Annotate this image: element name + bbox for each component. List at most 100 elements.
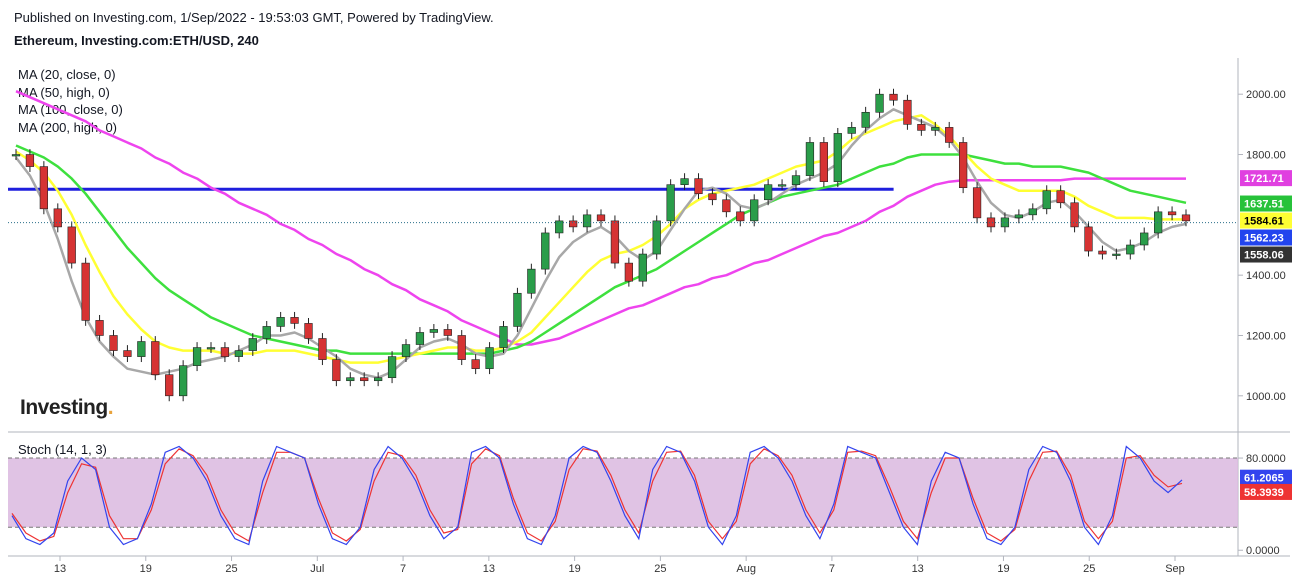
stoch-value-label: 61.2065 xyxy=(1244,473,1284,485)
series-ma100 xyxy=(15,144,1187,355)
logo-text: Investing xyxy=(20,396,108,419)
candle-body xyxy=(680,178,689,185)
candle-body xyxy=(569,220,578,228)
candle-body xyxy=(262,326,271,339)
candle-body xyxy=(722,199,731,213)
candle-body xyxy=(374,377,383,382)
candle-body xyxy=(889,93,898,101)
candle-body xyxy=(833,133,842,182)
candle-body xyxy=(555,220,564,234)
candle-body xyxy=(638,253,647,282)
candle-body xyxy=(1070,202,1079,228)
candle-body xyxy=(415,332,425,345)
legend-ma20: MA (20, close, 0) xyxy=(18,67,116,82)
candle-body xyxy=(485,347,494,369)
candle-body xyxy=(192,347,202,366)
candle-body xyxy=(220,347,230,357)
candle-body xyxy=(736,211,745,222)
candle-body xyxy=(764,184,773,201)
logo-dot-icon: . xyxy=(107,396,114,419)
candle-body xyxy=(624,262,633,282)
candle-body xyxy=(360,377,369,382)
price-label: 1562.23 xyxy=(1244,233,1284,245)
xtick-label: Jul xyxy=(310,563,324,575)
xtick-label: 13 xyxy=(912,563,924,575)
candle-body xyxy=(805,142,815,176)
price-label: 1721.71 xyxy=(1244,173,1284,185)
stoch-label-bg xyxy=(1240,469,1292,486)
candle-body xyxy=(25,154,35,167)
candle-body xyxy=(53,208,62,228)
candle-body xyxy=(248,338,257,351)
stoch-band xyxy=(8,458,1238,528)
candle-body xyxy=(875,93,884,113)
candle-body xyxy=(931,127,940,131)
candle-body xyxy=(750,199,759,222)
candle-body xyxy=(123,350,132,357)
candle-body xyxy=(304,323,313,339)
ma-legend: MA (20, close, 0) MA (50, high, 0) MA (1… xyxy=(18,66,123,136)
candle-body xyxy=(206,347,216,350)
xtick-label: Sep xyxy=(1165,563,1185,575)
candle-body xyxy=(387,356,397,379)
candle-body xyxy=(290,317,299,324)
candle-body xyxy=(332,359,341,382)
legend-stoch: Stoch (14, 1, 3) xyxy=(18,442,107,457)
candle-body xyxy=(541,232,550,270)
candle-body xyxy=(1056,190,1065,204)
legend-ma200: MA (200, high, 0) xyxy=(18,119,117,135)
candle-body xyxy=(1014,214,1023,219)
chart-title: Ethereum, Investing.com:ETH/USD, 240 xyxy=(14,33,259,48)
xtick-label: 7 xyxy=(829,563,835,575)
candle-body xyxy=(917,124,926,131)
candle-body xyxy=(513,292,522,327)
candle-body xyxy=(847,127,856,134)
candle-body xyxy=(945,127,954,143)
candle-body xyxy=(81,262,90,321)
series-stoch-k xyxy=(11,445,1183,546)
candle-body xyxy=(234,350,243,357)
candle-body xyxy=(137,341,146,357)
price-label-bg xyxy=(1240,246,1292,263)
candle-body xyxy=(179,365,188,397)
candle-body xyxy=(429,329,438,333)
candle-body xyxy=(861,111,870,128)
candle-body xyxy=(471,359,480,369)
candle-body xyxy=(1126,244,1135,255)
price-label-bg xyxy=(1240,229,1292,246)
candle-body xyxy=(972,187,982,219)
xtick-label: 19 xyxy=(997,563,1009,575)
xtick-label: Aug xyxy=(736,563,756,575)
ytick-label: 1200.00 xyxy=(1246,330,1286,342)
legend-ma50: MA (50, high, 0) xyxy=(18,84,110,100)
xtick-label: 25 xyxy=(1083,563,1095,575)
candle-body xyxy=(527,268,536,294)
candle-body xyxy=(791,175,801,185)
candle-body xyxy=(666,184,675,222)
ytick-label: 1400.00 xyxy=(1246,270,1286,282)
investing-logo: Investing. xyxy=(20,396,114,420)
candle-body xyxy=(582,214,592,228)
candle-body xyxy=(457,335,466,360)
stoch-value-label: 58.3939 xyxy=(1244,487,1284,499)
candle-body xyxy=(777,184,787,187)
candle-body xyxy=(443,329,452,336)
candle-body xyxy=(1028,208,1037,216)
candle-body xyxy=(67,226,76,264)
ytick-label: 1000.00 xyxy=(1246,391,1286,403)
candle-body xyxy=(1112,253,1121,256)
price-label: 1637.51 xyxy=(1244,199,1284,211)
candle-body xyxy=(499,326,508,348)
stoch-ytick-label: 0.0000 xyxy=(1246,545,1280,557)
candle-body xyxy=(596,214,606,222)
series-ma200 xyxy=(15,90,1186,346)
price-label-bg xyxy=(1240,212,1292,229)
candle-body xyxy=(694,178,703,195)
candle-body xyxy=(95,320,104,336)
candle-body xyxy=(401,344,411,357)
candle-body xyxy=(109,335,118,351)
candle-body xyxy=(39,166,48,210)
xtick-label: 25 xyxy=(225,563,237,575)
xtick-label: 19 xyxy=(140,563,152,575)
